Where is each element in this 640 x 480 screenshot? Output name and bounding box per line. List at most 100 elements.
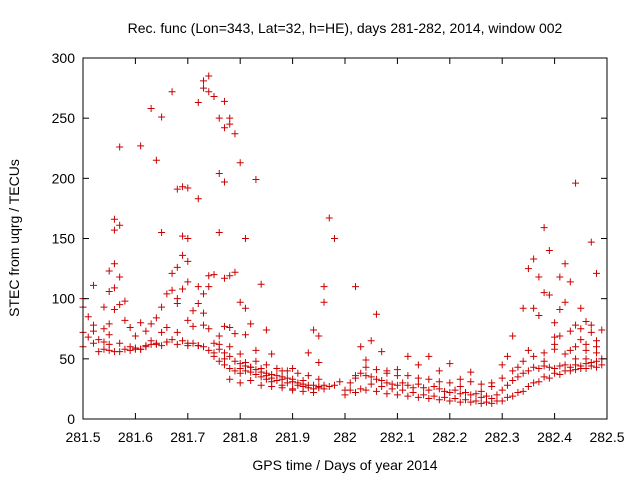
data-point (393, 372, 401, 380)
data-point (346, 379, 354, 387)
data-point (231, 367, 239, 375)
data-point (163, 338, 171, 346)
data-point (593, 343, 601, 351)
data-point (189, 322, 197, 330)
data-point (372, 387, 380, 395)
data-point (283, 374, 291, 382)
data-point (268, 350, 276, 358)
data-point (184, 316, 192, 324)
data-point (110, 348, 118, 356)
data-point (446, 397, 454, 405)
data-point (241, 235, 249, 242)
data-point (110, 284, 118, 292)
data-point (110, 226, 118, 234)
data-point (509, 367, 517, 375)
data-point (372, 310, 380, 318)
data-point (566, 278, 574, 286)
data-point (179, 251, 187, 259)
data-point (351, 389, 359, 397)
data-point (89, 321, 97, 329)
data-point (152, 156, 160, 164)
data-point (467, 398, 475, 406)
data-point (168, 88, 176, 96)
y-tick-label: 100 (52, 291, 76, 307)
data-point (137, 319, 145, 327)
data-point (341, 391, 349, 399)
data-point (430, 383, 438, 391)
y-tick-label: 250 (52, 110, 76, 126)
data-points (79, 72, 606, 407)
data-point (226, 364, 234, 372)
data-point (262, 361, 270, 369)
data-point (179, 337, 187, 345)
data-point (477, 387, 485, 395)
data-point (289, 385, 297, 393)
data-point (404, 372, 412, 380)
data-point (441, 393, 449, 401)
data-point (294, 369, 302, 377)
data-point (268, 383, 276, 391)
data-point (320, 298, 328, 306)
data-point (194, 99, 202, 107)
data-point (435, 396, 443, 404)
data-point (84, 333, 92, 341)
data-point (116, 143, 124, 151)
data-point (194, 299, 202, 307)
data-point (456, 375, 464, 383)
data-point (179, 285, 187, 293)
data-point (200, 77, 208, 85)
data-point (540, 289, 548, 297)
data-point (593, 349, 601, 357)
data-point (210, 352, 218, 360)
data-point (100, 338, 108, 346)
data-point (587, 328, 595, 336)
data-point (561, 298, 569, 306)
data-point (142, 327, 150, 335)
data-point (158, 328, 166, 336)
data-point (252, 176, 260, 184)
data-point (320, 283, 328, 291)
y-tick-label: 300 (52, 50, 76, 66)
data-point (105, 331, 113, 339)
data-point (294, 379, 302, 387)
data-point (262, 375, 270, 383)
data-point (247, 363, 255, 371)
data-point (173, 185, 181, 193)
data-point (252, 357, 260, 365)
data-point (530, 363, 538, 371)
data-point (535, 312, 543, 320)
data-point (383, 379, 391, 387)
data-point (446, 360, 454, 368)
data-point (441, 387, 449, 395)
data-point (372, 375, 380, 383)
data-point (435, 378, 443, 386)
data-point (331, 235, 339, 242)
data-point (168, 286, 176, 294)
data-point (278, 384, 286, 392)
data-point (257, 280, 265, 288)
data-point (179, 183, 187, 191)
data-point (561, 361, 569, 369)
data-point (530, 352, 538, 360)
data-point (105, 267, 113, 275)
x-tick-label: 282.1 (380, 429, 415, 445)
data-point (467, 378, 475, 386)
data-point (220, 355, 228, 363)
data-point (205, 272, 213, 280)
data-point (378, 383, 386, 391)
data-point (535, 273, 543, 281)
data-point (163, 324, 171, 332)
data-point (572, 179, 580, 187)
data-point (247, 320, 255, 328)
data-point (236, 159, 244, 167)
y-tick-label: 50 (59, 351, 75, 367)
data-point (320, 381, 328, 389)
data-point (131, 344, 139, 352)
data-point (556, 332, 564, 340)
data-point (482, 392, 490, 400)
data-point (220, 361, 228, 369)
data-point (367, 373, 375, 381)
y-tick-label: 0 (67, 411, 75, 427)
data-point (142, 343, 150, 351)
